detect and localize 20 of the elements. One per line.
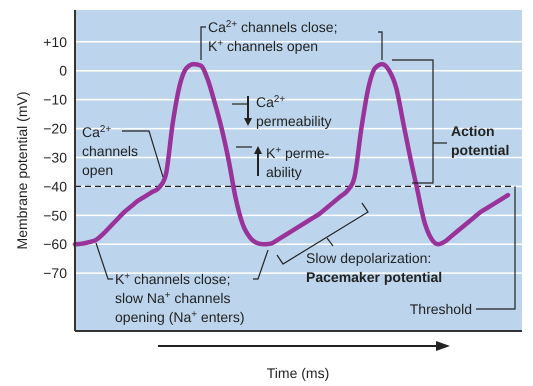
- annotation: Ca$^{2+}$ channels open: [82, 124, 138, 178]
- y-tick-label: +10: [43, 34, 68, 50]
- y-axis-title: Membrane potential (mV): [14, 92, 30, 250]
- y-tick-label: −60: [43, 236, 68, 252]
- line-series: [72, 62, 510, 246]
- annotation: Ca$^{2+}$ permeability: [256, 94, 332, 129]
- x-axis-title: Time (ms): [266, 365, 330, 381]
- y-tick-label: −70: [43, 265, 68, 282]
- y-tick-label: −30: [43, 149, 68, 166]
- text: K$^{+}$ channels close; slow Na$^{+}$ channels opening (Na$^{+}$ enters): [115, 270, 244, 325]
- y-tick-label: 0: [59, 62, 68, 79]
- y-tick-label: −50: [43, 207, 68, 224]
- text: Ca$^{2+}$ channels close; K$^{+}$ channels open: [208, 18, 338, 54]
- annotation: K$^{+}$ perme- ability: [266, 144, 330, 180]
- annotation: Action potential: [451, 123, 510, 158]
- annotation: Slow depolarization: Pacemaker potential: [306, 250, 442, 285]
- y-tick-label: −10: [43, 92, 68, 108]
- y-tick-label: −20: [43, 120, 68, 137]
- y-tick-label: −40: [43, 178, 68, 194]
- ref-line-label: Threshold: [410, 301, 472, 317]
